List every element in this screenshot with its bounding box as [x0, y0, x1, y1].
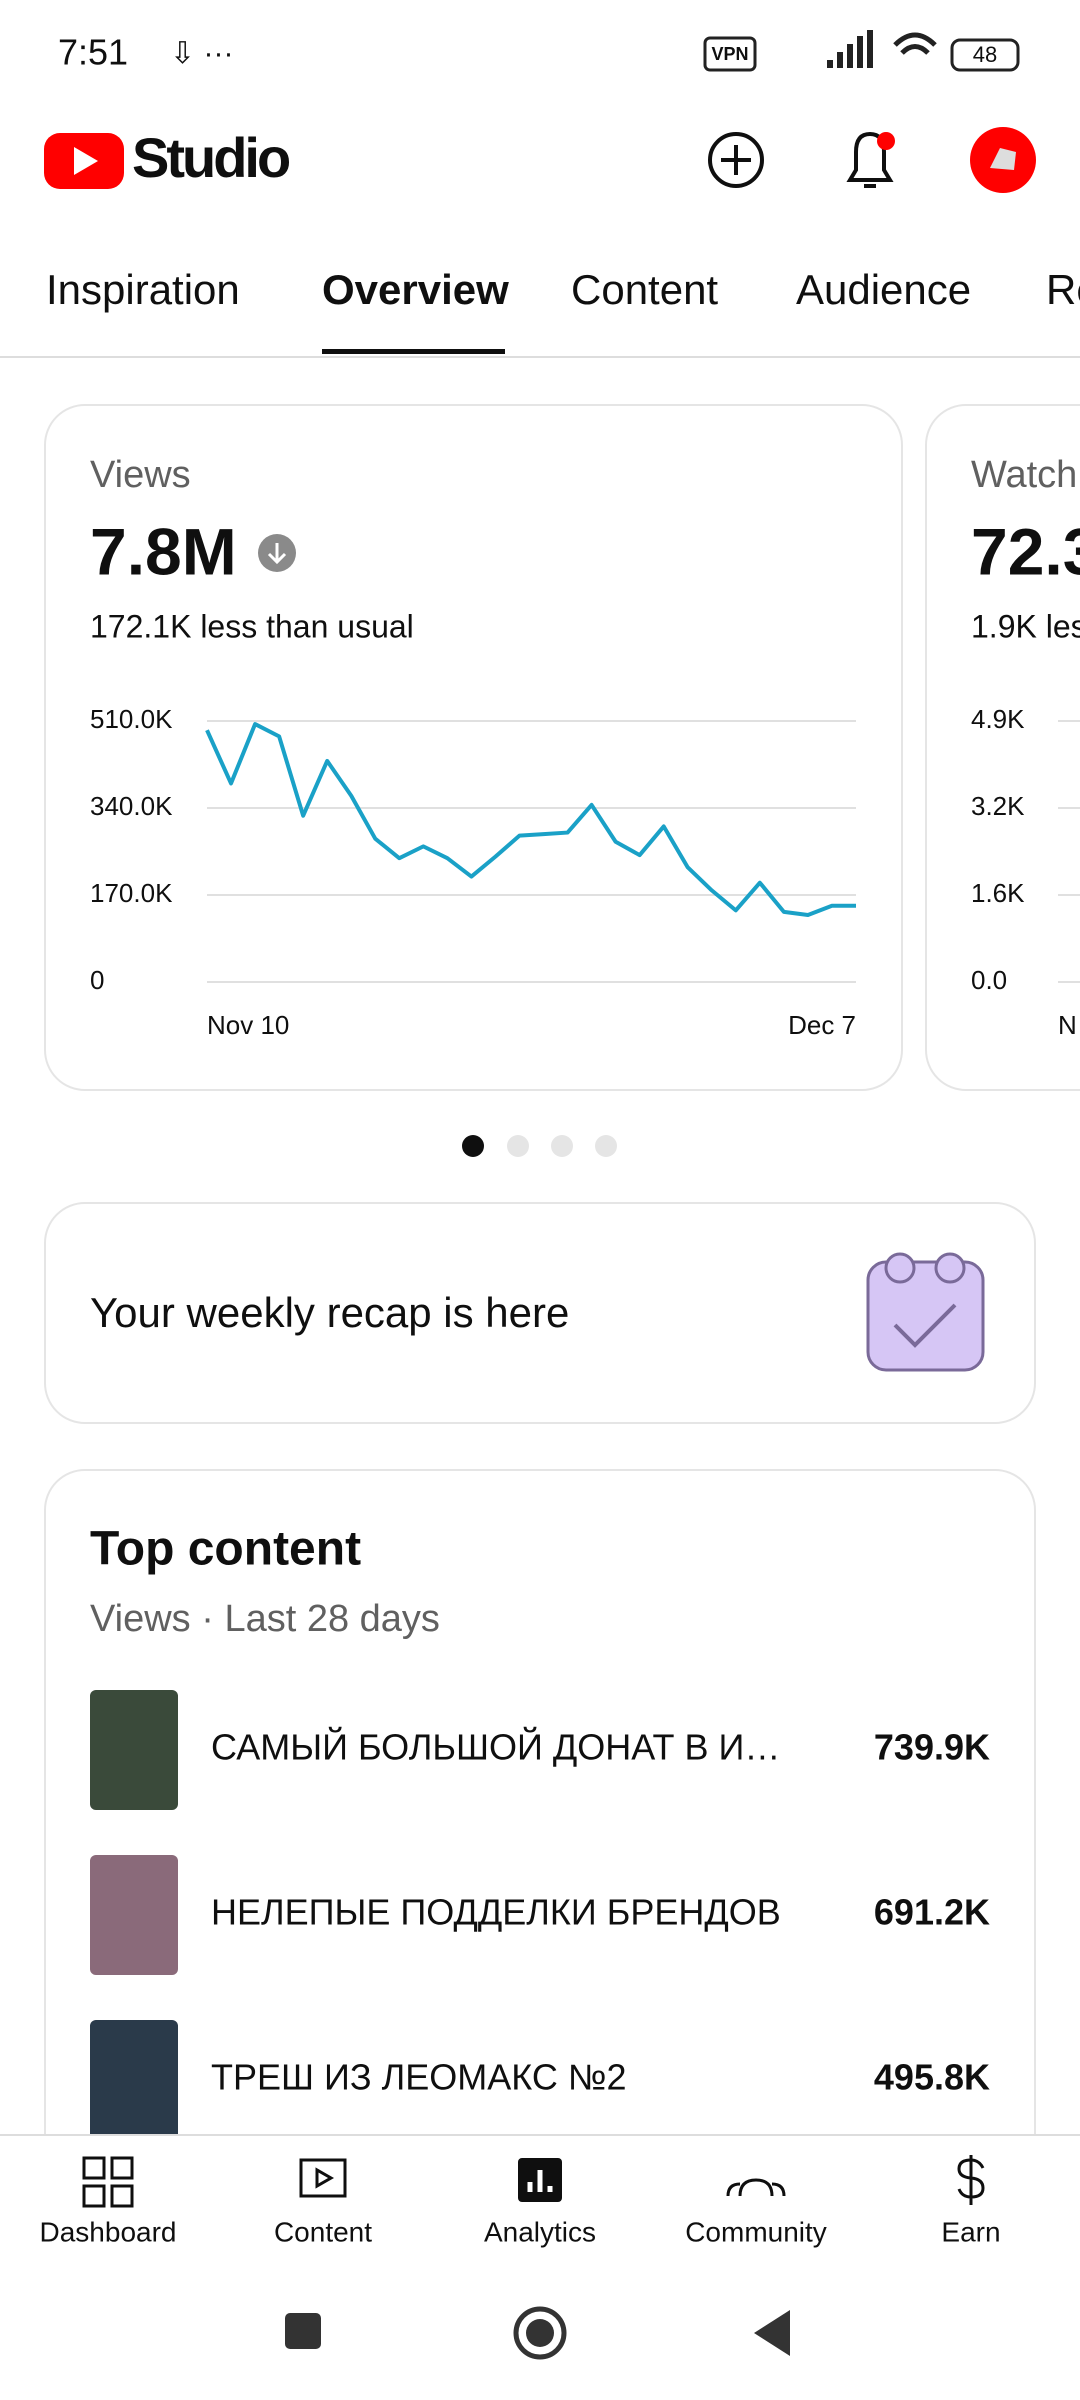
y-tick-label: 170.0K	[90, 878, 173, 908]
nav-label[interactable]: Analytics	[484, 2216, 596, 2247]
time: 7:51	[58, 32, 128, 73]
y-tick-label: 510.0K	[90, 704, 173, 734]
nav-label[interactable]: Dashboard	[40, 2216, 177, 2247]
thumbnail[interactable]	[90, 2020, 178, 2140]
sys-home-dot	[526, 2319, 554, 2347]
vpn-box	[703, 36, 757, 72]
watch-chart: 4.9K 3.2K 1.6K 0.0 N	[971, 704, 1080, 1040]
create-plus	[721, 145, 751, 175]
dot	[595, 1135, 617, 1157]
y-tick-label: 1.6K	[971, 878, 1025, 908]
recap-icon-ring	[884, 1252, 916, 1284]
nav-icon-bars	[527, 2170, 553, 2192]
nav-icon	[957, 2155, 985, 2205]
top-content-card: Top content Views · Last 28 days САМЫЙ Б…	[44, 1469, 1036, 2271]
logo-play	[74, 147, 98, 175]
status-bar: 7:51 ⇩ ··· VPN 48	[58, 30, 1020, 73]
page-dots	[462, 1135, 617, 1157]
sys-recent[interactable]	[285, 2313, 321, 2349]
y-tick-label: 3.2K	[971, 791, 1025, 821]
views-chart: 0 170.0K 340.0K 510.0K Nov 10 Dec 7	[90, 704, 856, 1040]
card-value: 72.3	[971, 514, 1080, 588]
signal	[827, 30, 873, 68]
sys-home[interactable]	[513, 2306, 567, 2360]
tab[interactable]: Re	[1046, 266, 1080, 313]
video-title[interactable]: НЕЛЕПЫЕ ПОДДЕЛКИ БРЕНДОВ	[211, 1892, 781, 1933]
vpn: VPN	[711, 44, 748, 64]
y-tick-label: 4.9K	[971, 704, 1025, 734]
x-tick-label: Dec 7	[788, 1010, 856, 1040]
card-label: Views	[90, 454, 191, 496]
tabs: Inspiration Overview Content Audience Re	[0, 266, 1080, 358]
y-tick-label: 340.0K	[90, 791, 173, 821]
card-note: 1.9K les	[971, 608, 1080, 644]
card-label: Watch	[971, 454, 1077, 496]
section-subtitle: Views · Last 28 days	[90, 1598, 440, 1640]
section-title: Top content	[90, 1523, 361, 1576]
video-title[interactable]: САМЫЙ БОЛЬШОЙ ДОНАТ В И…	[211, 1726, 780, 1768]
card	[925, 404, 1080, 1091]
thumbnail[interactable]	[90, 1690, 178, 1810]
thumbnail[interactable]	[90, 1855, 178, 1975]
recap-card[interactable]: Your weekly recap is here	[44, 1202, 1036, 1424]
recap-icon-ring	[934, 1252, 966, 1284]
bottom-nav: Dashboard Content Analytics Community Earn	[0, 2134, 1080, 2400]
y-tick-label: 0.0	[971, 965, 1007, 995]
notification-dot	[877, 132, 895, 150]
tab[interactable]: Inspiration	[46, 266, 240, 313]
recap-icon	[866, 1260, 985, 1372]
nav-icon	[299, 2158, 347, 2198]
sys-back[interactable]	[754, 2310, 790, 2356]
create-button[interactable]	[708, 132, 764, 188]
video-views: 495.8K	[874, 2057, 990, 2098]
recap-text: Your weekly recap is here	[90, 1289, 569, 1336]
views-card: Views 7.8M 172.1K less than usual 0 170.0…	[44, 404, 903, 1091]
nav-label[interactable]: Content	[274, 2216, 372, 2247]
down-arrow	[267, 543, 287, 565]
x-tick-label: Nov 10	[207, 1010, 289, 1040]
dot	[507, 1135, 529, 1157]
nav-icon	[82, 2156, 134, 2208]
avatar-shape	[990, 148, 1016, 170]
series-line	[205, 722, 856, 917]
status-icons: ⇩ ···	[170, 37, 233, 70]
video-views: 739.9K	[874, 1727, 990, 1768]
nav-label[interactable]: Earn	[941, 2216, 1000, 2247]
battery: 48	[973, 42, 997, 67]
video-title[interactable]: ТРЕШ ИЗ ЛЕОМАКС №2	[211, 2057, 626, 2098]
card-value: 7.8M	[90, 514, 237, 588]
dot	[551, 1135, 573, 1157]
card	[44, 404, 903, 1091]
app-title: Studio	[132, 126, 290, 189]
dot	[462, 1135, 484, 1157]
nav-icon	[726, 2178, 786, 2197]
nav-label[interactable]: Community	[685, 2216, 827, 2247]
tab[interactable]: Content	[571, 266, 718, 313]
tab[interactable]: Overview	[322, 266, 509, 313]
x-tick-label: N	[1058, 1010, 1077, 1040]
app-header: Studio	[44, 126, 1036, 193]
notifications-button[interactable]	[846, 131, 894, 188]
wifi	[893, 32, 937, 55]
y-tick-label: 0	[90, 965, 104, 995]
card[interactable]	[44, 1202, 1036, 1424]
recap-icon-check	[893, 1303, 957, 1348]
video-views: 691.2K	[874, 1892, 990, 1933]
tab-indicator	[322, 349, 505, 354]
tab[interactable]: Audience	[796, 266, 971, 313]
card-note: 172.1K less than usual	[90, 608, 414, 644]
watch-card: Watch 72.3 1.9K les 4.9K 3.2K 1.6K 0.0 N	[925, 404, 1080, 1091]
battery-box	[950, 38, 1020, 72]
